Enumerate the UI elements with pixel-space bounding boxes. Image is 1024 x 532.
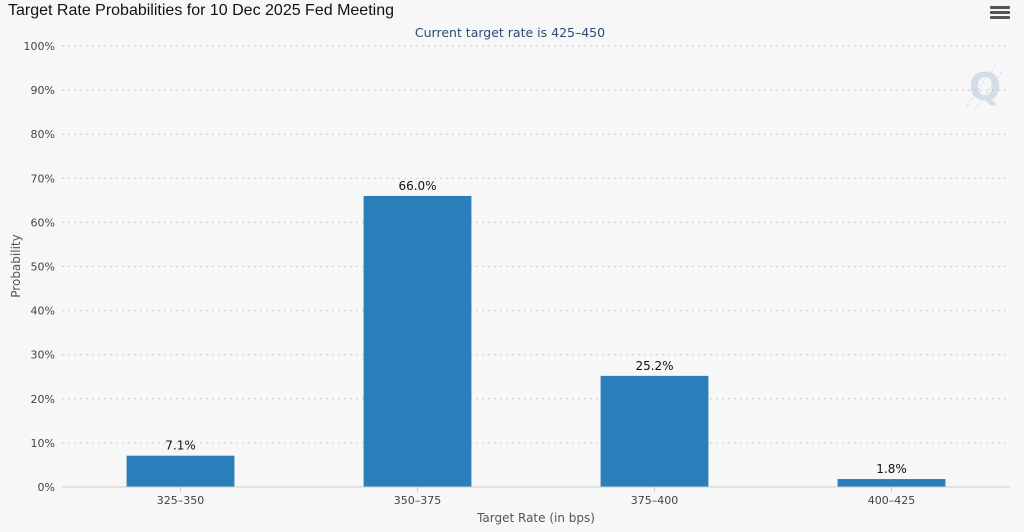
menu-line	[990, 16, 1010, 19]
y-tick-label: 50%	[31, 261, 55, 274]
menu-line	[990, 11, 1010, 14]
x-tick-label: 350–375	[394, 494, 442, 507]
y-tick-label: 60%	[31, 216, 55, 229]
chart-title: Target Rate Probabilities for 10 Dec 202…	[8, 2, 394, 19]
y-tick-label: 100%	[24, 40, 55, 53]
bar-value-label: 7.1%	[165, 439, 196, 453]
x-tick-label: 325–350	[157, 494, 205, 507]
bar[interactable]	[126, 455, 235, 487]
x-axis-ticks: 325–350 350–375 375–400 400–425	[157, 487, 916, 507]
bar-value-label: 66.0%	[398, 179, 436, 193]
y-tick-label: 40%	[31, 305, 55, 318]
x-axis-title: Target Rate (in bps)	[476, 511, 595, 525]
bar[interactable]	[363, 195, 472, 487]
bar[interactable]	[600, 375, 709, 487]
menu-line	[990, 6, 1010, 9]
y-axis-title: Probability	[9, 234, 23, 297]
chart-subtitle: Current target rate is 425–450	[415, 25, 605, 40]
hamburger-menu-icon[interactable]	[990, 6, 1010, 22]
grid-lines	[62, 45, 1010, 444]
y-axis-ticks: 0% 10% 20% 30% 40% 50% 60% 70% 80% 90% 100%	[24, 40, 55, 494]
y-tick-label: 90%	[31, 84, 55, 97]
bar-value-label: 25.2%	[635, 359, 673, 373]
bar-value-label: 1.8%	[876, 462, 907, 476]
watermark-letter: Q	[969, 65, 1001, 109]
y-tick-label: 0%	[38, 481, 55, 494]
bar[interactable]	[837, 479, 946, 487]
y-tick-label: 20%	[31, 393, 55, 406]
x-tick-label: 400–425	[868, 494, 916, 507]
watermark-logo: Q	[966, 61, 1004, 111]
y-tick-label: 70%	[31, 172, 55, 185]
x-tick-label: 375–400	[631, 494, 679, 507]
y-tick-label: 80%	[31, 128, 55, 141]
bars: 7.1% 66.0% 25.2% 1.8%	[126, 179, 946, 487]
y-tick-label: 10%	[31, 437, 55, 450]
y-tick-label: 30%	[31, 349, 55, 362]
